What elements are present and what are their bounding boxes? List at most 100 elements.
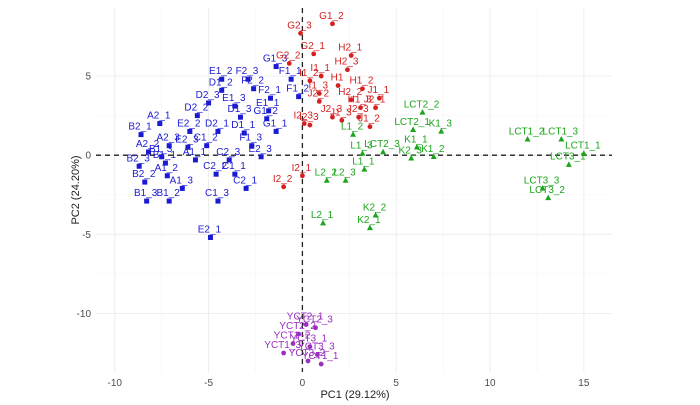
data-point (288, 76, 294, 82)
y-axis-title: PC2 (24.20%) (70, 155, 82, 224)
data-point (372, 212, 379, 218)
point-label: I1_2 (299, 68, 319, 79)
point-label: K2_2 (363, 202, 387, 213)
data-point (330, 114, 335, 120)
y-tick-label: 5 (85, 72, 91, 83)
data-point (410, 126, 417, 133)
point-label: F2_2 (241, 76, 264, 87)
point-label: E1_1 (256, 98, 280, 109)
point-label: K1_3 (429, 118, 453, 129)
point-label: A2_1 (147, 111, 171, 122)
point-label: H2_2 (338, 87, 362, 98)
point-label: D2_3 (196, 90, 220, 101)
data-point (258, 154, 264, 160)
y-tick-label: 0 (85, 151, 91, 162)
data-point (339, 117, 345, 123)
data-point (187, 128, 193, 134)
point-label: H2_1 (338, 42, 362, 53)
point-label: C1_1 (222, 161, 246, 172)
point-label: A1_2 (155, 163, 179, 174)
data-point (438, 128, 445, 134)
point-label: C2_2 (203, 161, 227, 172)
point-label: C2_1 (233, 175, 257, 186)
data-point (558, 136, 565, 142)
point-label: LCT2_1 (394, 117, 430, 128)
data-point (408, 155, 415, 161)
data-point (243, 185, 249, 191)
data-point (307, 122, 313, 128)
data-point (358, 105, 363, 111)
point-label: H1_3 (348, 95, 372, 106)
point-label: J2_2 (307, 88, 329, 99)
point-label: H1_2 (349, 76, 373, 87)
data-point (251, 86, 257, 92)
point-label: I2_2 (273, 174, 293, 185)
point-label: I1_3 (309, 80, 329, 91)
data-point (179, 185, 185, 191)
data-point (162, 160, 168, 166)
data-point (313, 325, 318, 331)
point-label: YCT1_2 (274, 331, 311, 342)
point-label: G1_3 (263, 54, 288, 65)
data-point (142, 179, 148, 185)
point-label: E2_2 (177, 118, 201, 129)
point-label: K1_1 (404, 134, 428, 145)
data-point (350, 131, 357, 137)
reference-lines (96, 8, 612, 372)
data-point (241, 130, 247, 136)
point-label: D2_1 (205, 118, 229, 129)
point-label: D2_2 (184, 103, 208, 114)
data-point (430, 153, 437, 159)
point-label: E2_1 (198, 224, 222, 235)
data-point (361, 166, 368, 172)
point-label: B1_2 (156, 188, 180, 199)
data-point (226, 157, 232, 163)
point-label: YCT2_2 (279, 321, 316, 332)
data-point (419, 109, 426, 115)
point-label: LCT2_3 (364, 139, 400, 150)
x-tick-label: 5 (393, 378, 399, 389)
point-label: YCT1_3 (264, 340, 301, 351)
data-point (138, 132, 144, 138)
point-label: F1_3 (239, 133, 262, 144)
point-label: G1_2 (319, 11, 344, 22)
data-point (348, 97, 354, 103)
point-label: LCT3_1 (550, 152, 586, 163)
data-point (281, 350, 287, 356)
point-label: J1_1 (367, 85, 389, 96)
data-point (237, 114, 243, 120)
data-point (315, 352, 320, 357)
data-point (348, 53, 354, 58)
data-point (300, 173, 305, 179)
data-point (213, 171, 219, 177)
x-tick-label: 10 (484, 378, 496, 389)
data-point (413, 143, 420, 150)
x-tick-label: 15 (578, 378, 590, 389)
data-point (286, 60, 292, 66)
data-point (301, 121, 307, 126)
point-label: LCT1_3 (543, 126, 579, 137)
point-label: C2_3 (216, 147, 240, 158)
point-label: K1_2 (421, 144, 445, 155)
data-point (245, 76, 251, 82)
point-label: D1_1 (231, 120, 255, 131)
data-points (136, 21, 587, 367)
data-point (166, 143, 172, 149)
point-label: YCT2_3 (296, 315, 333, 326)
data-point (157, 121, 163, 127)
data-point (298, 30, 303, 36)
data-point (144, 198, 150, 204)
data-point (565, 161, 572, 167)
data-point (166, 198, 172, 204)
point-label: G2_2 (276, 50, 301, 61)
data-point (539, 185, 546, 191)
data-point (307, 344, 313, 350)
point-label: L1_2 (341, 122, 364, 133)
point-label: A1_1 (183, 147, 207, 158)
point-label: E2_3 (248, 144, 272, 155)
data-point (281, 184, 287, 190)
y-tick-label: -10 (77, 309, 92, 320)
data-point (320, 219, 327, 226)
data-point (232, 171, 238, 177)
point-label: LCT3_3 (524, 175, 560, 186)
